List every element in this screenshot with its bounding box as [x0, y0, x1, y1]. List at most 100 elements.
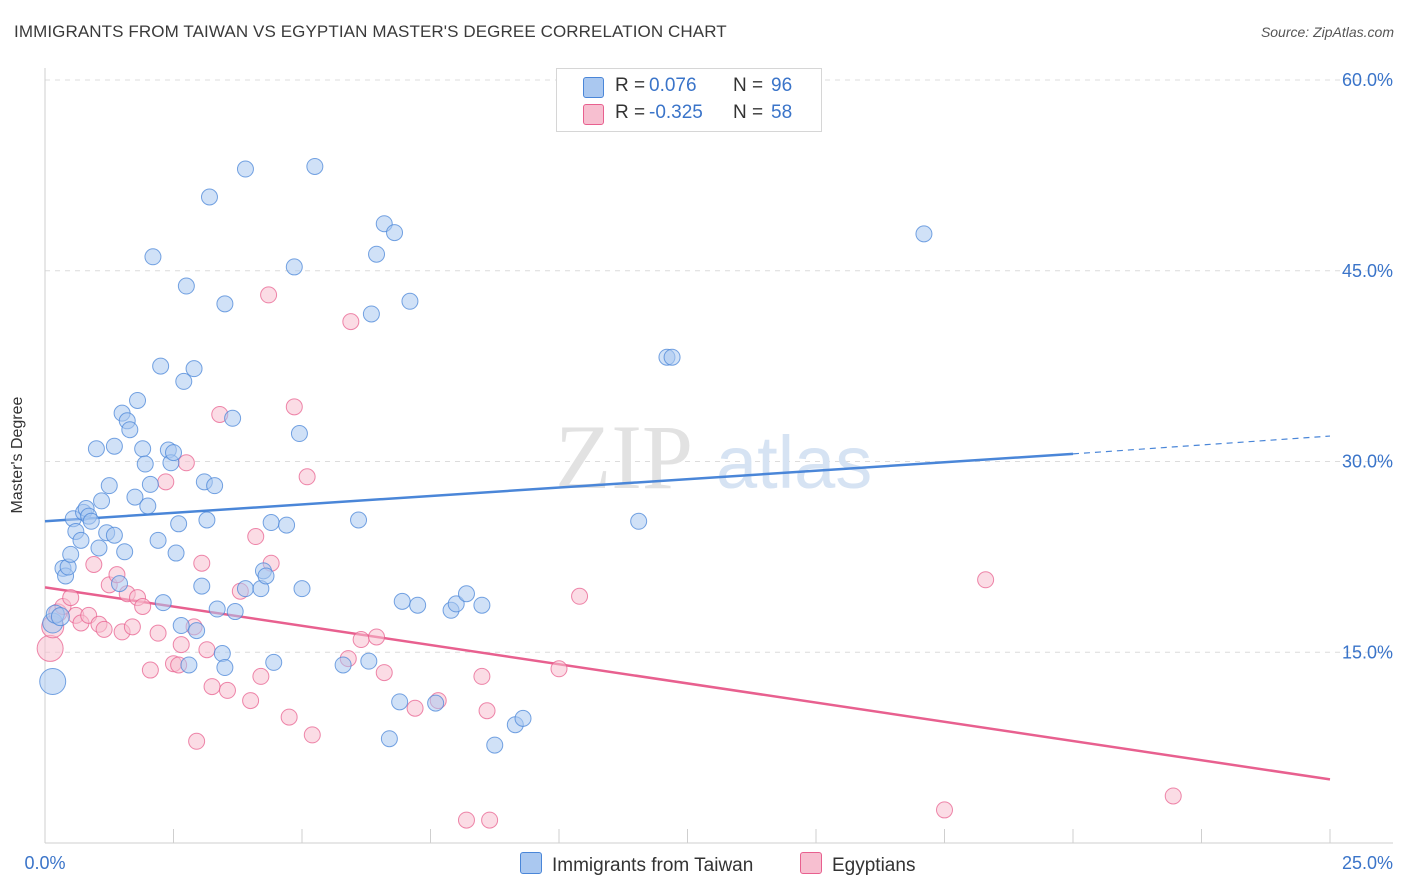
taiwan-point	[236, 580, 254, 598]
taiwan-point	[915, 225, 933, 243]
egyptian-point	[177, 454, 195, 472]
taiwan-point	[486, 736, 504, 754]
taiwan-point	[206, 477, 224, 495]
taiwan-point	[152, 357, 170, 375]
watermark-zip: ZIP	[555, 406, 693, 508]
legend-label: Immigrants from Taiwan	[552, 855, 754, 876]
egyptian-point	[218, 681, 236, 699]
stats-legend-row-taiwan: R = 0.076 N = 96	[557, 74, 821, 100]
taiwan-point	[105, 526, 123, 544]
taiwan-point	[87, 440, 105, 458]
legend-label: Egyptians	[832, 855, 916, 876]
taiwan-point	[116, 543, 134, 561]
egyptian-point	[149, 624, 167, 642]
egyptian-point	[303, 726, 321, 744]
taiwan-legend-swatch	[520, 852, 542, 874]
axes	[44, 68, 1393, 844]
taiwan-point	[213, 645, 231, 663]
taiwan-point	[362, 305, 380, 323]
taiwan-point	[386, 224, 404, 242]
taiwan-point	[514, 709, 532, 727]
taiwan-point	[473, 596, 491, 614]
data-points	[36, 157, 1182, 829]
taiwan-point	[457, 585, 475, 603]
r-value: -0.325	[649, 102, 703, 123]
egyptian-point	[550, 660, 568, 678]
egyptian-trend-line	[44, 586, 1331, 781]
egyptians-legend-swatch	[800, 852, 822, 874]
taiwan-point	[129, 391, 147, 409]
taiwan-point	[111, 575, 129, 593]
taiwan-point	[172, 617, 190, 635]
taiwan-point	[93, 492, 111, 510]
taiwan-point	[200, 188, 218, 206]
taiwan-swatch	[583, 77, 604, 98]
legend-item-egyptians[interactable]: Egyptians	[800, 852, 915, 877]
egyptian-point	[242, 692, 260, 710]
egyptian-point	[977, 571, 995, 589]
taiwan-point	[180, 656, 198, 674]
taiwan-point	[100, 477, 118, 495]
egyptian-point	[478, 702, 496, 720]
y-axis-label: Master's Degree	[9, 396, 26, 514]
egyptian-point	[375, 664, 393, 682]
egyptian-point	[252, 667, 270, 685]
taiwan-point	[447, 595, 465, 613]
taiwan-point	[285, 258, 303, 276]
egyptian-point	[1164, 787, 1182, 805]
taiwan-point	[380, 730, 398, 748]
taiwan-point	[236, 160, 254, 178]
taiwan-point	[208, 600, 226, 618]
chart-title: IMMIGRANTS FROM TAIWAN VS EGYPTIAN MASTE…	[14, 22, 727, 41]
taiwan-point	[265, 653, 283, 671]
egyptian-point	[936, 801, 953, 819]
source-credit: Source: ZipAtlas.com	[1260, 24, 1394, 40]
egyptian-point	[141, 661, 159, 679]
r-value: 0.076	[649, 75, 697, 96]
egyptian-point	[203, 678, 221, 696]
taiwan-point	[170, 515, 188, 533]
taiwan-point	[136, 455, 154, 473]
taiwan-trend-line	[44, 452, 1074, 523]
taiwan-point	[144, 248, 162, 266]
taiwan-point	[141, 475, 159, 493]
taiwan-point	[350, 511, 368, 529]
egyptian-point	[85, 556, 103, 574]
taiwan-point	[663, 348, 681, 366]
taiwan-point	[188, 622, 206, 640]
taiwan-point	[167, 544, 185, 562]
taiwan-point	[121, 421, 139, 439]
taiwan-point	[175, 372, 193, 390]
egyptian-point	[571, 587, 589, 605]
taiwan-point	[39, 667, 67, 695]
watermark-atlas: atlas	[716, 421, 872, 504]
taiwan-point	[126, 488, 144, 506]
legend-item-taiwan[interactable]: Immigrants from Taiwan	[520, 852, 753, 877]
stats-legend-row-egyptians: R = -0.325 N = 58	[557, 101, 821, 127]
taiwan-point	[306, 157, 324, 175]
egyptian-point	[62, 589, 80, 607]
egyptian-point	[473, 667, 491, 685]
egyptians-swatch	[583, 104, 604, 125]
watermark: ZIP atlas	[555, 406, 872, 508]
taiwan-point	[290, 425, 308, 443]
taiwan-point	[154, 594, 172, 612]
egyptian-point	[298, 468, 316, 486]
egyptian-point	[247, 528, 265, 546]
taiwan-point	[149, 531, 167, 549]
taiwan-point	[72, 531, 90, 549]
egyptian-point	[123, 618, 141, 636]
taiwan-point	[334, 656, 352, 674]
egyptian-point	[280, 708, 298, 726]
egyptian-point	[157, 473, 175, 491]
taiwan-point	[224, 409, 242, 427]
n-value: 58	[771, 102, 793, 123]
taiwan-point	[360, 652, 378, 670]
taiwan-point	[139, 497, 157, 515]
taiwan-point	[193, 577, 211, 595]
r-label: R =	[615, 102, 646, 123]
taiwan-point	[401, 292, 419, 310]
taiwan-point	[62, 545, 80, 563]
y-tick-label: 30.0%	[1342, 452, 1393, 472]
egyptian-point	[134, 597, 152, 615]
